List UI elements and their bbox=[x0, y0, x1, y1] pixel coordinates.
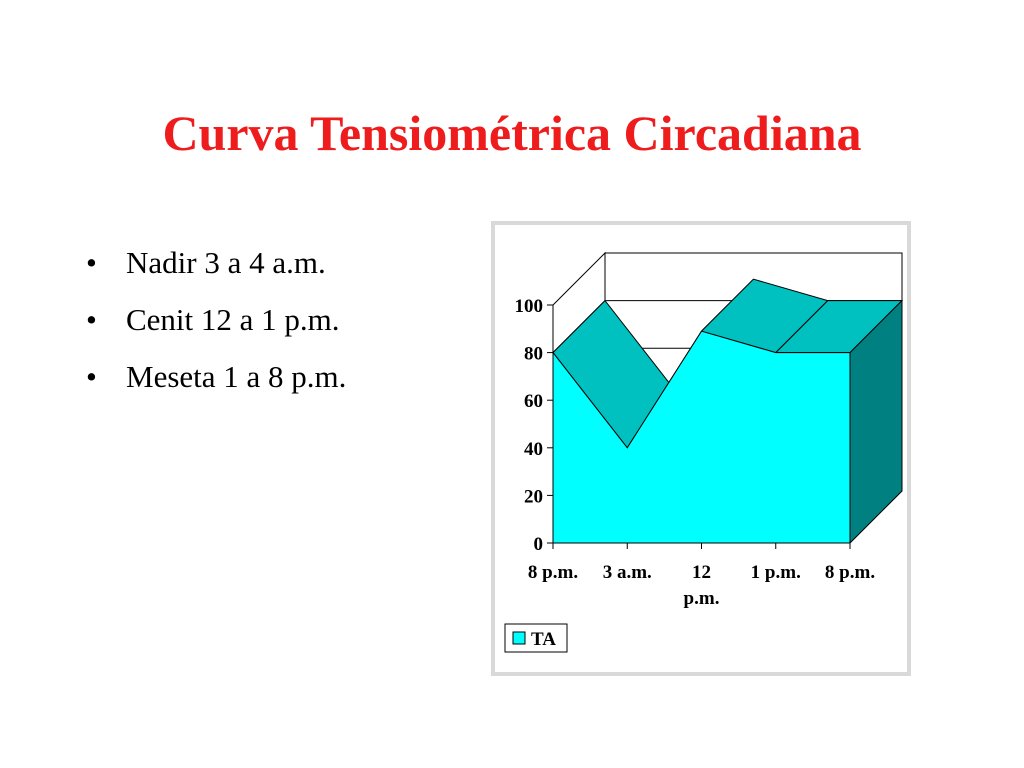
y-tick-label: 0 bbox=[534, 534, 544, 555]
legend-label: TA bbox=[531, 629, 556, 650]
x-tick-label: 12 p.m. bbox=[684, 562, 720, 609]
legend-box bbox=[504, 623, 568, 653]
y-tick-label: 80 bbox=[524, 344, 543, 365]
bullet-item: • Cenit 12 a 1 p.m. bbox=[86, 291, 346, 348]
bullet-text: Cenit 12 a 1 p.m. bbox=[126, 302, 340, 337]
x-tick-label: 1 p.m. bbox=[751, 562, 801, 583]
area-front-face bbox=[552, 330, 851, 544]
slide-title: Curva Tensiométrica Circadiana bbox=[162, 105, 862, 161]
bullet-dot-icon: • bbox=[86, 302, 97, 337]
x-tick-label: 8 p.m. bbox=[528, 562, 578, 583]
bullet-dot-icon: • bbox=[86, 245, 97, 280]
y-tick-label: 40 bbox=[524, 439, 543, 460]
x-tick-label: 3 a.m. bbox=[603, 562, 652, 583]
y-tick-label: 20 bbox=[524, 486, 543, 507]
x-tick-label: 8 p.m. bbox=[825, 562, 875, 583]
bullet-text: Nadir 3 a 4 a.m. bbox=[126, 245, 326, 280]
chart-frame: 0 20 40 60 80 100 8 p.m. 3 a.m. 12 p.m. 1 p.m. 8 p.… bbox=[491, 221, 911, 676]
bullet-list: • Nadir 3 a 4 a.m. • Cenit 12 a 1 p.m. • Me… bbox=[86, 234, 346, 405]
y-tick-label: 100 bbox=[515, 296, 544, 317]
bullet-item: • Meseta 1 a 8 p.m. bbox=[86, 348, 346, 405]
area-chart: 0 20 40 60 80 100 8 p.m. 3 a.m. 12 p.m. 1 p.m. 8 p.… bbox=[504, 251, 904, 653]
y-tick-label: 60 bbox=[524, 391, 543, 412]
bullet-item: • Nadir 3 a 4 a.m. bbox=[86, 234, 346, 291]
bullet-dot-icon: • bbox=[86, 359, 97, 394]
bullet-text: Meseta 1 a 8 p.m. bbox=[126, 359, 347, 394]
legend-swatch-icon bbox=[512, 631, 526, 645]
